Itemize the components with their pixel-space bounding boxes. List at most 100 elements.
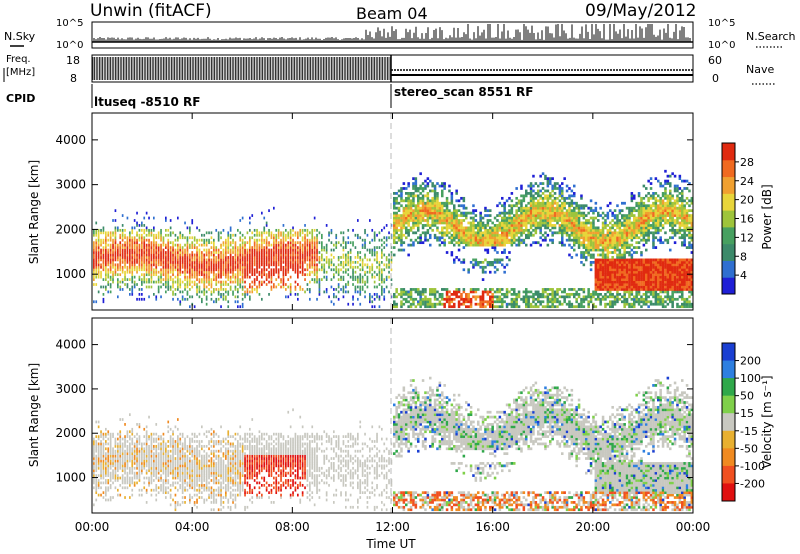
power-cell xyxy=(232,241,234,245)
power-cell xyxy=(162,248,165,252)
power-cell xyxy=(241,243,244,247)
power-cell xyxy=(155,280,158,284)
power-cell xyxy=(145,256,148,259)
power-cell xyxy=(582,206,586,210)
power-cell xyxy=(217,290,220,294)
power-cell xyxy=(229,228,232,232)
power-cell xyxy=(397,236,401,240)
power-cell xyxy=(227,233,230,237)
power-cell xyxy=(203,270,206,274)
power-cell xyxy=(573,241,576,245)
power-cell xyxy=(251,246,254,249)
power-cell xyxy=(265,273,268,277)
power-cell xyxy=(165,260,167,264)
power-cell xyxy=(587,206,590,210)
power-cell xyxy=(196,246,198,249)
power-cell xyxy=(481,300,485,304)
power-cell xyxy=(613,209,617,213)
power-cell xyxy=(217,236,220,240)
power-cell xyxy=(486,302,490,306)
power-cell xyxy=(402,206,406,210)
power-cell xyxy=(268,263,270,267)
power-cell xyxy=(573,206,576,210)
power-cell xyxy=(589,199,593,203)
power-cell xyxy=(546,305,550,309)
power-cell xyxy=(433,201,437,205)
power-cell xyxy=(275,258,278,262)
power-cell xyxy=(544,216,547,220)
power-cell xyxy=(210,283,213,286)
power-cell xyxy=(611,214,614,217)
power-cell xyxy=(601,226,605,230)
power-cell xyxy=(229,226,232,230)
power-cell xyxy=(508,216,511,220)
power-cell xyxy=(251,285,254,289)
power-cell xyxy=(172,278,174,281)
power-cell xyxy=(256,246,258,249)
power-cell xyxy=(97,253,100,257)
power-cell xyxy=(311,270,314,274)
power-cell xyxy=(616,290,619,294)
power-cell xyxy=(450,236,454,240)
power-cell xyxy=(407,182,410,185)
power-cell xyxy=(148,268,150,272)
power-cell xyxy=(117,258,119,262)
power-cell xyxy=(289,253,292,257)
power-cell xyxy=(280,238,282,242)
power-cell xyxy=(270,273,273,277)
power-cell xyxy=(359,302,362,306)
power-cell xyxy=(376,273,378,277)
power-cell xyxy=(558,184,562,188)
power-cell xyxy=(373,258,376,262)
power-cell xyxy=(277,243,280,247)
power-cell xyxy=(208,273,210,277)
power-cell xyxy=(611,211,614,215)
power-cell xyxy=(112,253,114,257)
power-cell xyxy=(196,275,198,279)
power-cell xyxy=(424,224,427,227)
power-cell xyxy=(160,256,162,259)
power-cell xyxy=(448,297,451,301)
power-cell xyxy=(340,231,342,235)
power-cell xyxy=(373,251,376,254)
power-cell xyxy=(429,209,432,213)
power-cell xyxy=(378,283,381,286)
power-cell xyxy=(162,258,165,262)
power-cell xyxy=(265,236,268,240)
power-cell xyxy=(549,221,552,225)
power-cell xyxy=(203,285,206,289)
power-cell xyxy=(361,288,364,291)
power-cell xyxy=(489,295,492,299)
power-cell xyxy=(505,224,509,227)
power-cell xyxy=(342,263,345,267)
power-cell xyxy=(532,204,535,208)
power-cell xyxy=(570,214,574,217)
power-cell xyxy=(472,243,475,247)
power-cell xyxy=(162,273,165,277)
power-cell xyxy=(501,233,504,237)
power-cell xyxy=(124,246,126,249)
power-cell xyxy=(369,270,371,274)
power-cell xyxy=(445,221,449,225)
power-cell xyxy=(421,182,425,185)
power-cell xyxy=(565,189,569,193)
power-cell xyxy=(589,209,593,213)
power-cell xyxy=(354,233,357,237)
power-cell xyxy=(376,260,378,264)
power-cell xyxy=(215,273,218,277)
power-cell xyxy=(419,305,422,309)
power-cell xyxy=(268,270,270,274)
power-cell xyxy=(157,258,160,262)
power-cell xyxy=(580,243,583,247)
power-cell xyxy=(529,187,533,190)
power-cell xyxy=(510,226,514,230)
power-cell xyxy=(160,238,162,242)
power-cell xyxy=(124,256,126,259)
power-cell xyxy=(609,292,612,296)
power-cell xyxy=(169,265,172,269)
power-cell xyxy=(568,221,571,225)
power-cell xyxy=(577,209,581,213)
power-cell xyxy=(529,214,533,217)
power-cell xyxy=(184,275,186,279)
power-cell xyxy=(225,256,227,259)
